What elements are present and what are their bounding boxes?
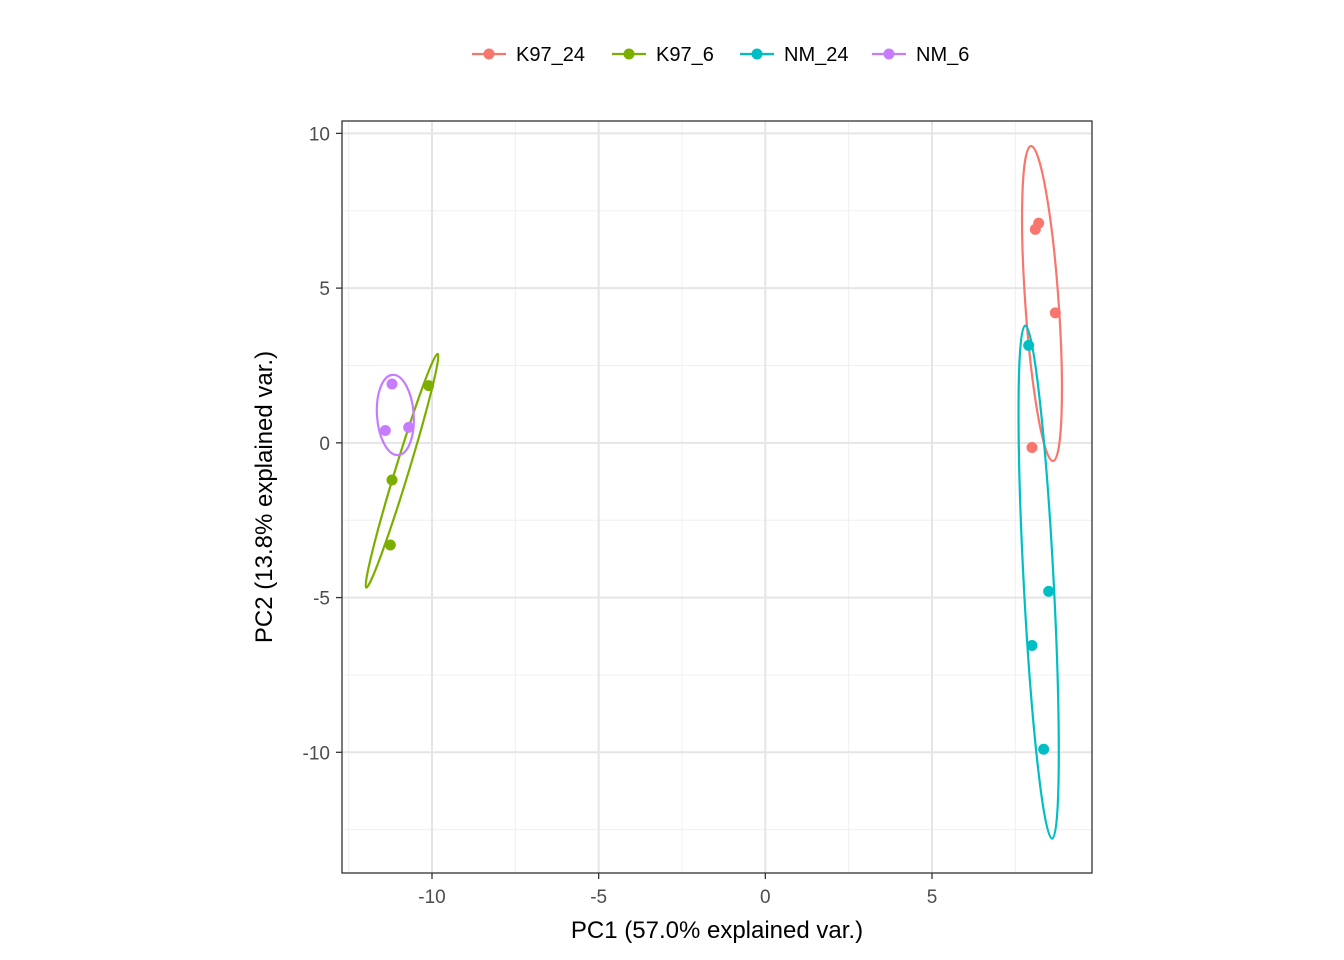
legend-label: NM_6 (916, 44, 969, 66)
point-k97-6 (423, 380, 435, 392)
legend-label: K97_24 (516, 44, 585, 66)
y-tick-label: -5 (313, 589, 330, 610)
legend-item-k97-6: K97_6 (612, 44, 714, 66)
point-k97-6 (386, 474, 398, 486)
legend-label: K97_6 (656, 44, 714, 66)
legend-label: NM_24 (784, 44, 848, 66)
point-k97-6 (384, 539, 396, 551)
legend-key-point (751, 48, 763, 60)
point-nm-6 (379, 424, 391, 436)
point-nm-6 (386, 378, 398, 390)
legend-key-point (883, 48, 895, 60)
point-nm-6 (403, 421, 415, 433)
ellipse-nm-6 (375, 373, 415, 457)
x-tick-label: 5 (927, 887, 938, 908)
point-nm-24 (1038, 743, 1050, 755)
ellipse-k97-6 (364, 352, 440, 589)
x-axis-title: PC1 (57.0% explained var.) (571, 917, 863, 944)
ellipse-nm-24 (1017, 324, 1060, 840)
x-tick-label: 0 (760, 887, 771, 908)
legend-item-nm-6: NM_6 (872, 44, 969, 66)
ellipse-k97-24 (1020, 145, 1064, 463)
y-tick-label: -10 (303, 743, 330, 764)
legend-item-nm-24: NM_24 (740, 44, 848, 66)
y-tick-label: 0 (319, 434, 330, 455)
confidence-ellipses (364, 145, 1064, 840)
y-tick-label: 5 (319, 279, 330, 300)
x-tick-label: -10 (418, 887, 445, 908)
point-nm-24 (1026, 640, 1038, 652)
plot-panel (342, 121, 1092, 873)
plot-border (341, 120, 1093, 874)
legend-key-point (623, 48, 635, 60)
axis-ticks: -10 -5 0 5 10 5 0 -5 -10 (303, 124, 938, 908)
data-points (379, 217, 1061, 755)
point-nm-24 (1043, 585, 1055, 597)
y-tick-label: 10 (309, 124, 330, 145)
legend-key-point (483, 48, 495, 60)
point-k97-24 (1029, 223, 1041, 235)
x-tick-label: -5 (590, 887, 607, 908)
point-k97-24 (1026, 441, 1038, 453)
y-axis-title: PC2 (13.8% explained var.) (251, 351, 278, 643)
legend: K97_24 K97_6 NM_24 NM_6 (472, 44, 969, 66)
grid-lines (342, 121, 1092, 873)
point-nm-24 (1023, 339, 1035, 351)
point-k97-24 (1049, 307, 1061, 319)
legend-item-k97-24: K97_24 (472, 44, 585, 66)
